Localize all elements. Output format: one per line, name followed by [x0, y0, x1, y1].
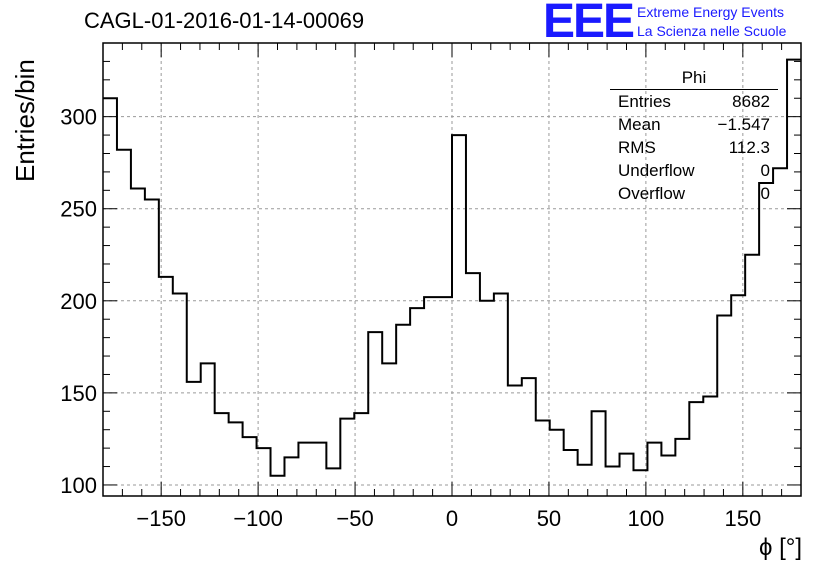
histogram-bin: [382, 363, 396, 496]
stats-row: Entries 8682: [610, 90, 778, 113]
stats-label: Underflow: [618, 161, 695, 180]
histogram-bin: [396, 325, 410, 496]
histogram-bin: [522, 378, 536, 496]
y-tick-label: 300: [60, 105, 97, 130]
histogram-bin: [773, 168, 787, 496]
stats-value: 0: [760, 161, 770, 180]
stats-row: Underflow 0: [610, 159, 778, 182]
stats-value: −1.547: [717, 115, 770, 134]
histogram-bin: [340, 419, 354, 496]
histogram-bin: [368, 332, 382, 496]
stats-row: Mean −1.547: [610, 113, 778, 136]
histogram-bin: [257, 448, 271, 496]
histogram-bin: [145, 200, 159, 496]
histogram-bin: [117, 150, 131, 496]
stats-label: Overflow: [618, 184, 686, 203]
histogram-bin: [201, 363, 215, 496]
histogram-bin: [298, 443, 312, 496]
histogram-bin: [131, 188, 145, 496]
brand-line-1: Extreme Energy Events: [637, 4, 785, 20]
x-tick-label: 50: [537, 506, 561, 531]
histogram-bin: [312, 443, 326, 496]
histogram-bin: [326, 468, 340, 496]
histogram-bin: [480, 301, 494, 496]
stats-label: Mean: [618, 115, 661, 134]
x-tick-label: −50: [336, 506, 373, 531]
histogram-bin: [103, 98, 117, 496]
x-tick-label: 150: [724, 506, 761, 531]
histogram-bin: [675, 439, 689, 496]
histogram-bin: [354, 413, 368, 496]
histogram-bin: [424, 297, 438, 496]
stats-row: RMS 112.3: [610, 136, 778, 159]
histogram-bin: [410, 308, 424, 496]
histogram-bin: [438, 297, 452, 496]
y-axis-label: Entries/bin: [10, 59, 40, 182]
stats-row: Overflow 0: [610, 182, 778, 205]
stats-value: 0: [760, 184, 770, 203]
x-axis-label: ϕ [°]: [758, 534, 802, 561]
histogram-bin: [787, 60, 801, 496]
histogram-bin: [759, 183, 773, 496]
y-tick-label: 100: [60, 473, 97, 498]
stats-label: Entries: [618, 92, 671, 111]
histogram-bin: [647, 443, 661, 496]
histogram-bin: [466, 273, 480, 496]
histogram-bin: [606, 467, 620, 496]
histogram-bin: [508, 386, 522, 496]
histogram-bin: [452, 135, 466, 496]
brand-text: Extreme Energy Events La Scienza nelle S…: [637, 3, 786, 41]
y-tick-label: 150: [60, 381, 97, 406]
histogram-bin: [494, 293, 508, 496]
histogram-bin: [745, 255, 759, 496]
chart-title: CAGL-01-2016-01-14-00069: [84, 8, 365, 33]
stats-label: RMS: [618, 138, 656, 157]
y-tick-label: 200: [60, 289, 97, 314]
histogram-bin: [284, 457, 298, 496]
histogram-bin: [578, 465, 592, 496]
histogram-bin: [633, 470, 647, 496]
x-tick-label: 0: [446, 506, 458, 531]
histogram-outline: [103, 58, 801, 477]
x-tick-label: 100: [628, 506, 665, 531]
histogram-bin: [689, 402, 703, 496]
histogram-bin: [703, 397, 717, 496]
x-tick-label: −100: [233, 506, 283, 531]
y-tick-label: 250: [60, 197, 97, 222]
histogram-bin: [187, 382, 201, 496]
brand-line-2: La Scienza nelle Scuole: [637, 23, 787, 39]
x-tick-label: −150: [136, 506, 186, 531]
stats-box: Phi Entries 8682 Mean −1.547 RMS 112.3 U…: [610, 67, 778, 205]
histogram-bin: [173, 293, 187, 496]
stats-value: 112.3: [728, 138, 770, 157]
stats-value: 8682: [732, 92, 770, 111]
histogram-bin: [243, 437, 257, 496]
histogram-bin: [592, 411, 606, 496]
histogram-bin: [661, 455, 675, 496]
eee-logo: EEE: [543, 0, 635, 48]
stats-title: Phi: [610, 67, 778, 90]
histogram-bin: [717, 316, 731, 496]
histogram-bin: [215, 413, 229, 496]
histogram-bin: [564, 450, 578, 496]
histogram-bin: [550, 430, 564, 496]
